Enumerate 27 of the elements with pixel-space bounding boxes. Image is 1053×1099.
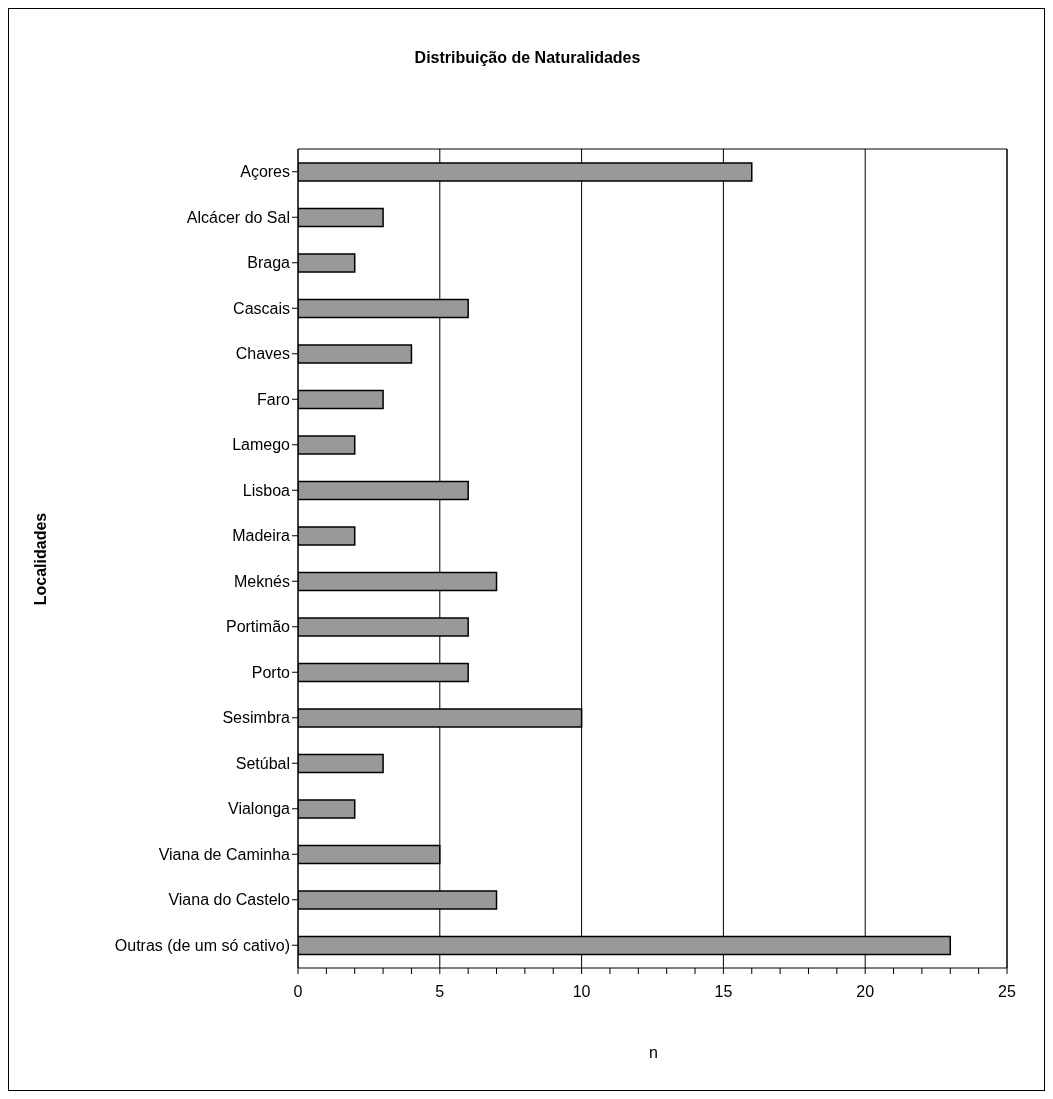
y-tick-label: Meknés: [233, 572, 290, 590]
y-tick-label: Viana de Caminha: [158, 845, 291, 863]
y-tick-label: Alcácer do Sal: [186, 208, 290, 226]
x-tick-label: 20: [856, 983, 875, 1001]
y-tick-label: Porto: [251, 663, 291, 681]
y-tick-label: Viana do Castelo: [168, 891, 291, 909]
x-tick-label: 5: [435, 983, 445, 1001]
y-tick-label: Madeira: [232, 527, 291, 545]
y-tick-label: Vialonga: [228, 800, 291, 818]
x-tick-label: 15: [714, 983, 733, 1001]
y-tick-label: Cascais: [233, 299, 290, 317]
y-tick-label: Lamego: [232, 436, 291, 454]
x-tick-label: 0: [293, 983, 303, 1001]
y-axis-title: Localidades: [32, 512, 50, 606]
chart-title: Distribuição de Naturalidades: [413, 49, 642, 67]
y-tick-label: Sesimbra: [222, 709, 291, 727]
x-axis-title: n: [648, 1044, 659, 1062]
y-tick-label: Portimão: [225, 618, 291, 636]
y-tick-label: Setúbal: [235, 754, 290, 772]
y-tick-label: Braga: [247, 254, 291, 272]
y-tick-label: Outras (de um só cativo): [114, 936, 290, 954]
y-tick-label: Açores: [240, 163, 290, 181]
x-tick-label: 25: [998, 983, 1016, 1001]
x-tick-label: 10: [572, 983, 591, 1001]
y-tick-label: Faro: [257, 390, 291, 408]
y-tick-label: Chaves: [235, 345, 290, 363]
y-tick-label: Lisboa: [242, 481, 291, 499]
